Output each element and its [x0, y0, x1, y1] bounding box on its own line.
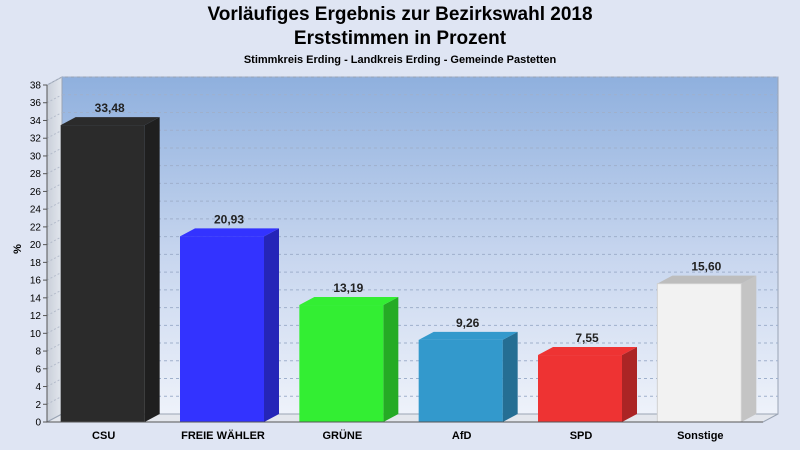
chart-title: Vorläufiges Ergebnis zur Bezirkswahl 201… — [207, 4, 593, 25]
y-tick-label: 0 — [35, 418, 41, 429]
y-tick-label: 12 — [30, 311, 42, 322]
y-tick-label: 38 — [30, 81, 42, 92]
data-label-3: 9,26 — [456, 316, 480, 330]
bar-top-1 — [180, 228, 279, 237]
data-label-2: 13,19 — [333, 281, 363, 295]
gridline-side — [46, 324, 63, 334]
y-tick-label: 24 — [30, 205, 42, 216]
gridline-side — [46, 200, 63, 210]
gridline-side — [46, 271, 63, 281]
gridline-side — [46, 94, 63, 104]
gridline-side — [46, 112, 63, 121]
y-tick-label: 36 — [30, 98, 42, 109]
gridline-side — [46, 165, 63, 175]
bar-side-4 — [622, 347, 637, 422]
y-tick-label: 10 — [30, 329, 42, 340]
y-tick-label: 32 — [30, 134, 42, 145]
gridline-side — [46, 253, 63, 263]
y-tick-label: 6 — [35, 364, 41, 375]
chart-subtitle: Stimmkreis Erding - Landkreis Erding - G… — [243, 54, 557, 66]
gridline-side — [46, 129, 63, 139]
gridline-side — [46, 182, 63, 192]
data-label-1: 20,93 — [214, 212, 244, 226]
bar-top-3 — [418, 331, 518, 340]
bar-0 — [60, 125, 145, 422]
bar-3 — [418, 339, 503, 422]
gridline-side — [46, 218, 63, 228]
bar-1 — [180, 236, 264, 422]
y-tick-label: 28 — [30, 169, 42, 180]
gridline-side — [46, 342, 63, 352]
gridline-side — [46, 76, 63, 86]
y-tick-label: 2 — [35, 400, 41, 411]
gridline-side — [46, 378, 63, 387]
gridline-side — [46, 395, 63, 405]
gridline-side — [46, 147, 63, 157]
gridline-side — [46, 307, 63, 317]
gridline-side — [46, 360, 63, 370]
y-axis-label: % — [12, 244, 24, 254]
x-tick-label-4: SPD — [570, 430, 593, 442]
bar-top-0 — [60, 117, 160, 126]
gridline-side — [46, 289, 63, 299]
bar-side-5 — [741, 275, 757, 422]
plot-side-wall — [46, 76, 63, 423]
bar-2 — [299, 305, 384, 422]
bar-top-2 — [299, 297, 399, 306]
bar-side-3 — [502, 331, 518, 422]
data-label-0: 33,48 — [95, 101, 125, 115]
bar-side-2 — [383, 297, 399, 422]
bar-top-5 — [657, 275, 757, 284]
y-tick-label: 8 — [35, 347, 41, 358]
y-tick-label: 20 — [30, 240, 42, 251]
x-tick-label-0: CSU — [92, 430, 115, 442]
y-tick-label: 22 — [30, 222, 42, 233]
bar-5 — [656, 283, 742, 423]
x-tick-label-2: GRÜNE — [322, 429, 362, 442]
plot-area: 0246810121416182022242628303234363833,48… — [30, 76, 779, 442]
data-label-4: 7,55 — [575, 331, 599, 345]
bar-side-1 — [264, 228, 279, 422]
gridline-side — [46, 236, 63, 246]
x-tick-label-5: Sonstige — [677, 430, 723, 442]
y-tick-label: 16 — [30, 276, 42, 287]
bar-4 — [538, 355, 622, 422]
data-label-5: 15,60 — [691, 260, 721, 274]
x-tick-label-1: FREIE WÄHLER — [181, 429, 265, 442]
y-tick-label: 14 — [30, 293, 42, 304]
y-tick-label: 4 — [35, 382, 41, 393]
y-tick-label: 26 — [30, 187, 42, 198]
y-tick-label: 34 — [30, 116, 42, 127]
bar-top-4 — [538, 347, 637, 356]
x-tick-label-3: AfD — [452, 430, 472, 442]
y-tick-label: 30 — [30, 151, 42, 162]
bar-side-0 — [144, 117, 160, 422]
chart-subtitle-main: Erststimmen in Prozent — [293, 28, 507, 49]
y-tick-label: 18 — [30, 258, 42, 269]
